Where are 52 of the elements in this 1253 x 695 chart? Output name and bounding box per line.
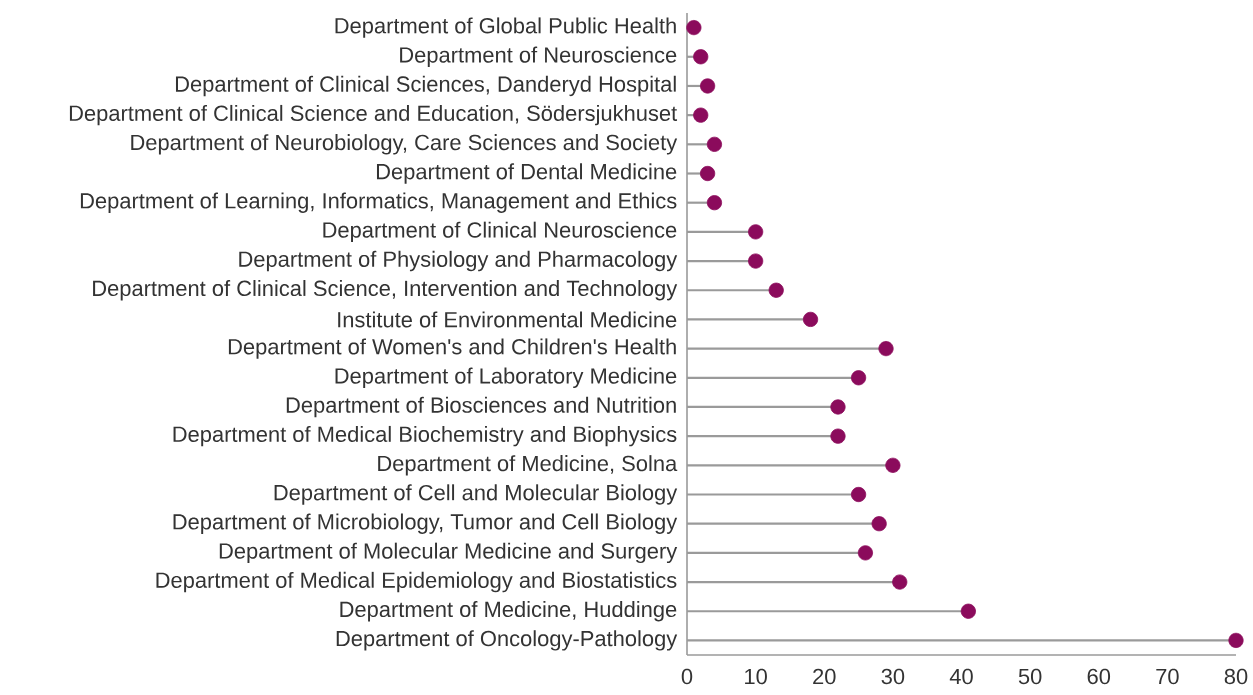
y-tick-label: Department of Medicine, Solna xyxy=(378,455,678,476)
y-tick-label: Department of Physiology and Pharmacology xyxy=(239,250,678,272)
point xyxy=(850,370,867,386)
point xyxy=(892,574,908,590)
point xyxy=(830,428,846,444)
point xyxy=(802,311,819,327)
y-tick-label: Institute of Environmental Medicine xyxy=(338,311,677,328)
y-tick-label: Department of Neurobiology, Care Sciences and Society xyxy=(131,134,678,155)
x-tick-label: 60 xyxy=(1087,668,1111,685)
y-tick-label: Department of Global Public Health xyxy=(335,17,676,38)
y-tick-label: Department of Neuroscience xyxy=(400,46,677,67)
x-tick-label: 80 xyxy=(1224,668,1248,685)
point xyxy=(706,195,723,211)
x-tick-label: 20 xyxy=(813,668,836,685)
y-tick-label: Department of Cell and Molecular Biology xyxy=(274,484,678,505)
y-tick-label: Department of Medical Biochemistry and Biophysics xyxy=(173,425,677,447)
x-tick-label: 50 xyxy=(1018,668,1042,685)
point xyxy=(693,107,709,123)
point xyxy=(871,516,887,532)
y-tick-label: Department of Medical Epidemiology and Biostatistics xyxy=(156,571,677,593)
point xyxy=(748,253,764,269)
x-tick-label: 30 xyxy=(881,668,905,685)
y-tick-label: Department of Oncology-Pathology xyxy=(336,630,678,651)
point xyxy=(686,20,702,36)
x-tick-label: 40 xyxy=(949,668,973,685)
y-tick-label: Department of Microbiology, Tumor and Cell Biology xyxy=(173,513,678,534)
point xyxy=(857,545,873,561)
point xyxy=(706,136,723,152)
point xyxy=(960,603,976,619)
point xyxy=(700,165,716,182)
point xyxy=(693,49,709,65)
x-tick-label: 10 xyxy=(745,668,767,685)
y-tick-label: Department of Laboratory Medicine xyxy=(335,367,677,388)
y-tick-label: Department of Learning, Informatics, Management and Ethics xyxy=(80,192,677,213)
y-tick-label: Department of Molecular Medicine and Surgery xyxy=(219,542,678,564)
y-tick-label: Department of Women's and Children's Health xyxy=(228,338,676,359)
y-tick-label: Department of Dental Medicine xyxy=(376,163,677,184)
point xyxy=(700,78,716,94)
point xyxy=(885,457,901,473)
point xyxy=(850,486,867,503)
y-tick-label: Department of Clinical Science, Intervention and Technology xyxy=(93,280,678,301)
y-tick-label: Department of Biosciences and Nutrition xyxy=(286,396,676,418)
y-tick-label: Department of Clinical Science and Education, Södersjukhuset xyxy=(69,104,678,126)
y-tick-label: Department of Clinical Sciences, Danderyd Hospital xyxy=(175,75,676,97)
point xyxy=(830,399,846,415)
y-tick-label: Department of Medicine, Huddinge xyxy=(340,601,677,622)
x-tick-label: 70 xyxy=(1156,668,1179,685)
point xyxy=(878,341,894,357)
point xyxy=(768,282,784,298)
y-tick-label: Department of Clinical Neuroscience xyxy=(323,221,677,243)
x-tick-label: 0 xyxy=(681,668,693,685)
point xyxy=(748,224,764,240)
